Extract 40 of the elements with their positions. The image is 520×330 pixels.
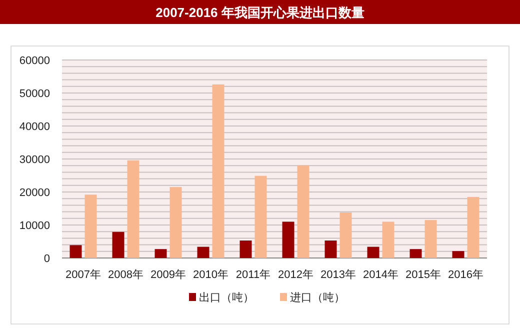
bar bbox=[297, 165, 310, 258]
y-tick-label: 60000 bbox=[19, 55, 50, 67]
legend-label: 进口（吨） bbox=[290, 291, 345, 304]
bar bbox=[367, 246, 380, 258]
bar bbox=[240, 240, 252, 258]
bar bbox=[424, 220, 437, 258]
bar bbox=[324, 240, 337, 258]
bar bbox=[382, 222, 394, 258]
x-tick-label: 2012年 bbox=[278, 269, 314, 281]
bar bbox=[127, 160, 140, 258]
x-tick-label: 2007年 bbox=[66, 269, 101, 281]
bar bbox=[452, 251, 464, 258]
x-tick-label: 2011年 bbox=[236, 269, 271, 281]
y-tick-label: 20000 bbox=[19, 187, 50, 199]
bar bbox=[170, 187, 182, 258]
y-tick-label: 0 bbox=[44, 253, 50, 265]
bar bbox=[467, 196, 480, 258]
bar bbox=[340, 212, 352, 258]
bar bbox=[154, 249, 167, 258]
bar bbox=[212, 84, 224, 258]
x-tick-label: 2015年 bbox=[406, 269, 441, 281]
x-tick-label: 2016年 bbox=[448, 269, 484, 281]
bar bbox=[84, 194, 97, 258]
bar bbox=[254, 176, 267, 258]
bar bbox=[282, 222, 294, 258]
y-tick-label: 40000 bbox=[19, 121, 50, 133]
x-tick-label: 2008年 bbox=[108, 269, 144, 281]
x-tick-label: 2014年 bbox=[363, 269, 398, 281]
y-tick-label: 10000 bbox=[19, 220, 50, 232]
bar bbox=[197, 246, 210, 258]
bar bbox=[112, 232, 124, 258]
x-tick-label: 2010年 bbox=[193, 269, 228, 281]
x-tick-label: 2009年 bbox=[150, 269, 186, 281]
bar bbox=[410, 249, 422, 258]
y-tick-label: 50000 bbox=[19, 88, 50, 100]
chart-title: 2007-2016 年我国开心果进出口数量 bbox=[156, 5, 364, 20]
y-tick-label: 30000 bbox=[19, 154, 50, 166]
x-tick-label: 2013年 bbox=[320, 269, 356, 281]
bar bbox=[70, 245, 82, 258]
legend-label: 出口（吨） bbox=[199, 291, 254, 304]
